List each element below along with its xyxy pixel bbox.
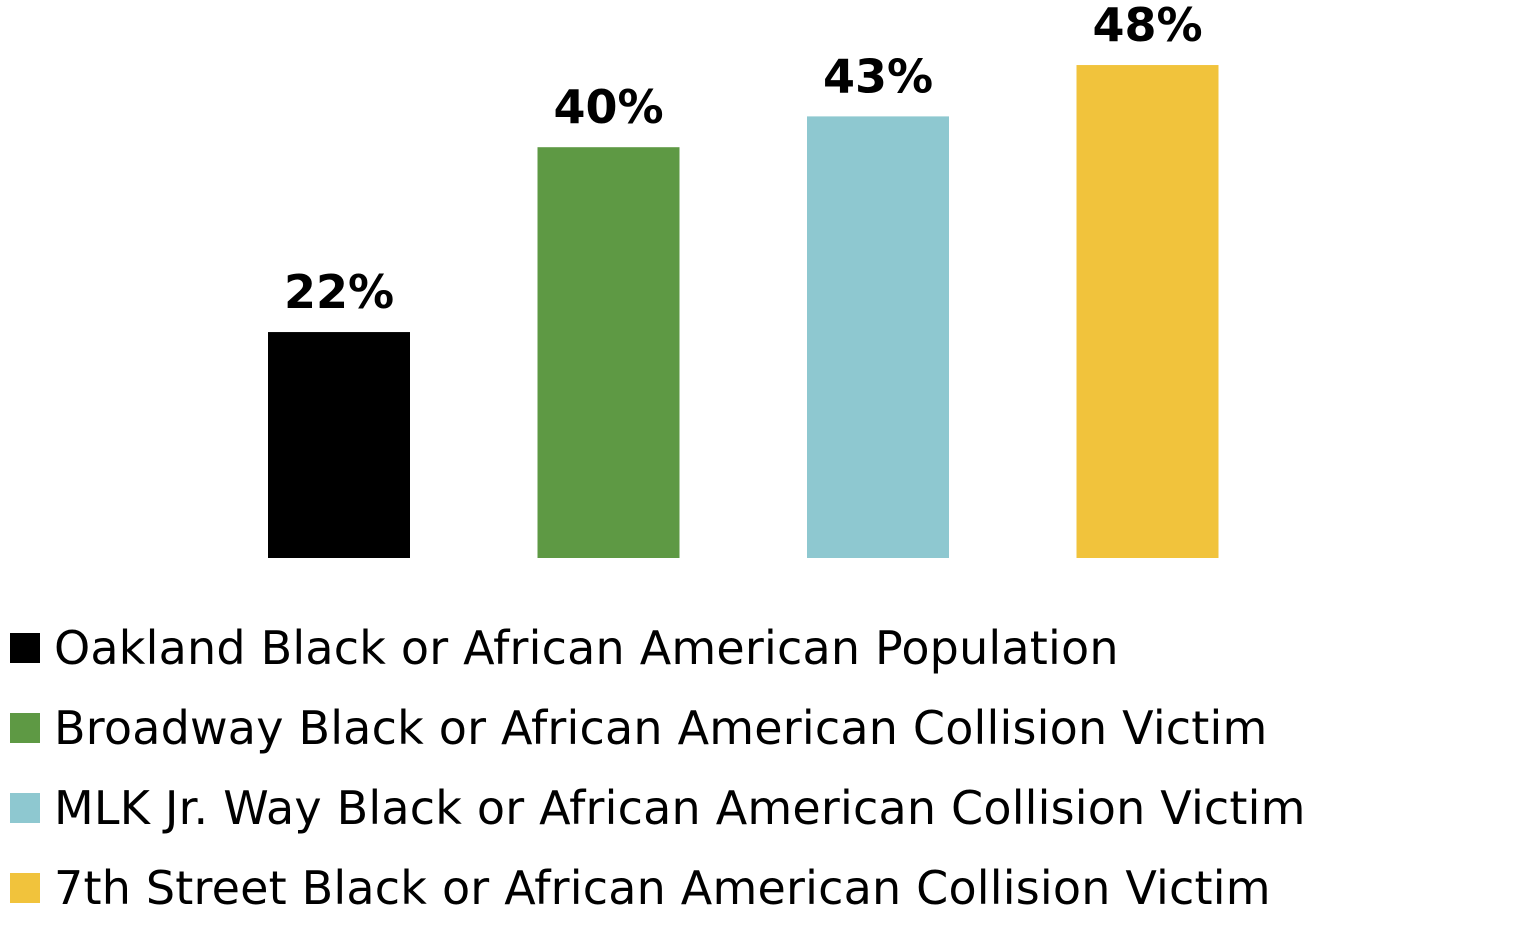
chart-legend: Oakland Black or African American Popula… xyxy=(10,608,1517,928)
bar-2 xyxy=(537,147,680,558)
legend-label: Broadway Black or African American Colli… xyxy=(54,701,1268,755)
data-label-4: 48% xyxy=(1092,0,1202,52)
legend-label: 7th Street Black or African American Col… xyxy=(54,861,1271,915)
bar-1 xyxy=(268,332,410,558)
legend-item-broadway-victim: Broadway Black or African American Colli… xyxy=(10,688,1517,768)
legend-item-7th-street-victim: 7th Street Black or African American Col… xyxy=(10,848,1517,928)
legend-swatch-black xyxy=(10,633,40,663)
bar-chart: 22% 40% 43% 48% xyxy=(268,0,1219,558)
bar-4 xyxy=(1076,65,1219,558)
legend-label: MLK Jr. Way Black or African American Co… xyxy=(54,781,1306,835)
legend-item-oakland-population: Oakland Black or African American Popula… xyxy=(10,608,1517,688)
data-label-3: 43% xyxy=(823,49,933,103)
legend-swatch-green xyxy=(10,713,40,743)
legend-swatch-light-blue xyxy=(10,793,40,823)
data-label-1: 22% xyxy=(284,265,394,319)
legend-swatch-yellow xyxy=(10,873,40,903)
bar-3 xyxy=(807,116,949,558)
data-label-2: 40% xyxy=(553,80,663,134)
legend-label: Oakland Black or African American Popula… xyxy=(54,621,1119,675)
legend-item-mlk-victim: MLK Jr. Way Black or African American Co… xyxy=(10,768,1517,848)
